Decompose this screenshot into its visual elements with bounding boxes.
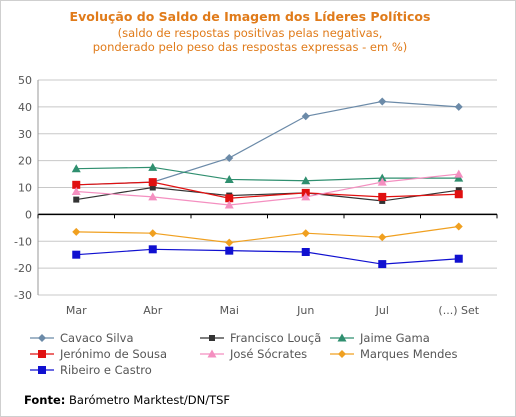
data-point-cavaco-silva: [454, 102, 463, 111]
y-tick-label: 40: [18, 101, 32, 114]
data-point-francisco-louca: [73, 196, 80, 203]
y-tick-label: 10: [18, 182, 32, 195]
legend-marker-cavaco-silva: [38, 334, 46, 342]
legend-marker-jeronimo-de-sousa: [38, 350, 46, 358]
data-point-jose-socrates: [454, 169, 464, 178]
data-point-jeronimo-de-sousa: [454, 190, 463, 199]
data-point-marques-mendes: [148, 229, 157, 238]
data-point-marques-mendes: [378, 233, 387, 242]
data-point-jaime-gama: [301, 176, 311, 185]
series-line-cavaco-silva: [76, 100, 459, 186]
source-note: Fonte: Barómetro Marktest/DN/TSF: [24, 393, 230, 407]
y-tick-label: 30: [18, 128, 32, 141]
legend-label-jaime-gama: Jaime Gama: [359, 331, 430, 345]
data-point-ribeiro-e-castro: [225, 246, 234, 255]
data-point-marques-mendes: [301, 229, 310, 238]
legend-marker-jose-socrates: [207, 349, 217, 358]
chart-title: Evolução do Saldo de Imagem dos Líderes …: [69, 9, 431, 24]
series-line-jaime-gama: [76, 166, 459, 182]
series-line-jose-socrates: [76, 173, 459, 206]
chart-subtitle-line-1: (saldo de respostas positivas pelas nega…: [117, 26, 383, 40]
data-point-marques-mendes: [72, 227, 81, 236]
data-point-jaime-gama: [148, 162, 158, 171]
data-point-jose-socrates: [71, 187, 81, 196]
legend-label-francisco-louca: Francisco Louçã: [230, 331, 321, 345]
series-line-francisco-louca: [76, 186, 459, 202]
series-line-ribeiro-e-castro: [76, 248, 459, 265]
legend-label-ribeiro-e-castro: Ribeiro e Castro: [60, 363, 152, 377]
data-point-jose-socrates: [224, 200, 234, 209]
data-point-jaime-gama: [377, 173, 387, 182]
source-label: Fonte:: [24, 393, 66, 407]
data-point-ribeiro-e-castro: [148, 245, 157, 254]
data-point-jeronimo-de-sousa: [148, 178, 157, 187]
data-point-marques-mendes: [454, 222, 463, 231]
data-point-ribeiro-e-castro: [301, 248, 310, 256]
source-text: Barómetro Marktest/DN/TSF: [65, 393, 231, 407]
y-tick-label: 50: [18, 74, 32, 87]
x-tick-label: Jun: [296, 304, 314, 317]
data-point-cavaco-silva: [301, 112, 310, 121]
legend-marker-francisco-louca: [209, 335, 215, 341]
data-point-francisco-louca: [149, 184, 156, 191]
y-tick-label: 0: [25, 208, 32, 221]
x-tick-label: Jul: [375, 304, 389, 317]
data-point-ribeiro-e-castro: [378, 260, 387, 269]
data-point-francisco-louca: [379, 197, 386, 204]
data-point-jeronimo-de-sousa: [225, 194, 234, 203]
legend-label-marques-mendes: Marques Mendes: [360, 347, 457, 361]
data-point-cavaco-silva: [225, 153, 234, 162]
series-line-jeronimo-de-sousa: [76, 181, 459, 199]
chart-subtitle-line-2: ponderado pelo peso das respostas expres…: [92, 40, 408, 54]
data-point-ribeiro-e-castro: [454, 254, 463, 263]
y-tick-label: 20: [18, 155, 32, 168]
data-point-jaime-gama: [71, 164, 81, 173]
data-point-francisco-louca: [455, 187, 462, 194]
x-tick-label: Mai: [220, 304, 239, 317]
legend-marker-marques-mendes: [338, 350, 346, 358]
legend-label-jeronimo-de-sousa: Jerónimo de Sousa: [59, 347, 167, 361]
data-point-jeronimo-de-sousa: [378, 192, 387, 201]
y-tick-label: -20: [14, 262, 32, 275]
legend-marker-jaime-gama: [337, 333, 347, 342]
x-tick-label: (...) Set: [438, 304, 479, 317]
legend-marker-ribeiro-e-castro: [38, 366, 46, 374]
x-tick-label: Mar: [66, 304, 87, 317]
data-point-jose-socrates: [377, 177, 387, 186]
legend-label-jose-socrates: José Sócrates: [229, 347, 307, 361]
data-point-jaime-gama: [454, 173, 464, 182]
line-chart: 50 40 30 20 10 0 -10 -20 -30 Mar Abr Mai Jun Jul (...)…: [14, 74, 498, 377]
x-tick-label: Abr: [143, 304, 163, 317]
data-point-jose-socrates: [148, 192, 158, 201]
data-point-jaime-gama: [224, 174, 234, 183]
data-point-marques-mendes: [225, 238, 234, 247]
y-tick-label: -10: [14, 235, 32, 248]
data-point-jose-socrates: [301, 192, 311, 201]
series-line-marques-mendes: [76, 225, 459, 244]
data-point-ribeiro-e-castro: [72, 250, 81, 259]
data-point-jeronimo-de-sousa: [72, 180, 81, 189]
data-point-cavaco-silva: [378, 97, 387, 106]
y-tick-label: -30: [14, 289, 32, 302]
legend-label-cavaco-silva: Cavaco Silva: [60, 331, 134, 345]
